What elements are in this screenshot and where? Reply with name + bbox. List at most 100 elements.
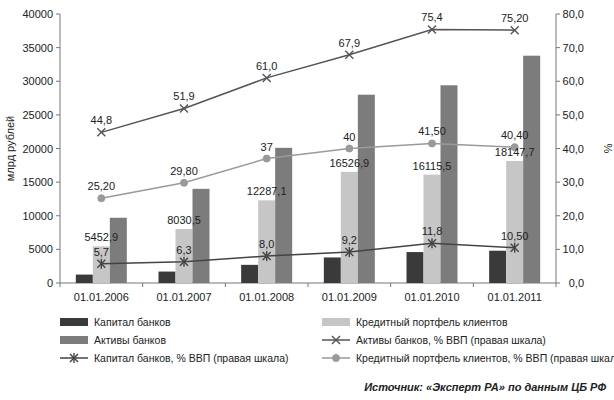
marker-shape [332, 336, 340, 344]
line [101, 243, 514, 264]
marker-shape [428, 239, 436, 247]
y-tick [56, 114, 60, 115]
marker-shape [181, 179, 188, 186]
bar [76, 275, 93, 283]
y2-tick-label: 50,0 [563, 109, 584, 121]
marker [263, 155, 270, 162]
y2-tick-label: 30,0 [563, 176, 584, 188]
y2-tick-label: 60,0 [563, 75, 584, 87]
x-tick [225, 283, 226, 287]
marker-shape [97, 128, 105, 136]
y2-tick [556, 47, 560, 48]
marker-shape [511, 26, 519, 34]
y-tick [56, 249, 60, 250]
marker-shape [263, 252, 271, 260]
y-tick-label: 15000 [22, 176, 53, 188]
x-tick [473, 283, 474, 287]
bar-label: 16115,5 [413, 160, 452, 172]
bar [523, 56, 540, 283]
marker-shape [429, 140, 436, 147]
x-tick [390, 283, 391, 287]
marker-shape [97, 260, 105, 268]
y-tick-label: 20000 [22, 143, 53, 155]
marker [428, 25, 436, 33]
y-tick [56, 215, 60, 216]
legend-label: Капитал банков, % ВВП (правая шкала) [94, 352, 289, 364]
marker-shape [263, 252, 271, 260]
marker [263, 74, 271, 82]
marker-shape [511, 244, 519, 252]
line-label: 41,50 [418, 125, 446, 137]
line-label: 75,20 [501, 12, 529, 24]
data-labels: 5452,98030,512287,116526,916115,518147,7… [85, 11, 535, 257]
x-tick [142, 283, 143, 287]
y-axis-title: млрд рублей [4, 116, 16, 181]
y-tick-label: 5000 [29, 243, 53, 255]
line-label: 25,20 [88, 180, 116, 192]
marker [345, 51, 353, 59]
line-label: 67,9 [339, 37, 360, 49]
y2-tick [556, 148, 560, 149]
marker-shape [345, 51, 353, 59]
marker-shape [180, 258, 188, 266]
bar [489, 251, 506, 283]
marker [428, 238, 436, 248]
marker [180, 257, 188, 267]
line-label: 75,4 [421, 11, 442, 23]
bar-label: 18147,7 [495, 146, 535, 158]
line-label: 61,0 [256, 60, 277, 72]
marker-shape [333, 355, 340, 362]
y2-axis-title: % [602, 144, 614, 154]
y-tick-label: 30000 [22, 75, 53, 87]
bar [324, 257, 341, 283]
marker-shape [183, 257, 184, 267]
marker [70, 353, 78, 363]
y2-tick-label: 70,0 [563, 42, 584, 54]
bar-label: 12287,1 [247, 185, 287, 197]
marker [263, 251, 271, 261]
legend: Капитал банковКредитный портфель клиенто… [60, 316, 614, 364]
marker-shape [431, 238, 432, 248]
source: Источник: «Эксперт РА» по данным ЦБ РФ [364, 381, 606, 393]
y-tick-label: 40000 [22, 8, 53, 20]
marker [98, 195, 105, 202]
marker-shape [263, 74, 271, 82]
bar [441, 85, 458, 283]
line-label: 51,9 [173, 90, 194, 102]
line-label: 10,50 [501, 230, 529, 242]
legend-swatch [322, 318, 350, 326]
y-tick [56, 283, 60, 284]
marker [97, 259, 105, 269]
marker [180, 104, 188, 112]
bar [176, 229, 193, 283]
marker-shape [180, 104, 188, 112]
marker [333, 355, 340, 362]
y2-tick-label: 20,0 [563, 210, 584, 222]
marker [511, 26, 519, 34]
marker [511, 243, 519, 253]
x-tick [308, 283, 309, 287]
line-label: 40 [343, 131, 355, 143]
marker-shape [349, 247, 350, 257]
line-label: 44,8 [91, 114, 112, 126]
y2-tick-label: 80,0 [563, 8, 584, 20]
marker-shape [263, 74, 271, 82]
bar [407, 252, 424, 283]
marker-shape [180, 258, 188, 266]
marker-shape [346, 145, 353, 152]
marker-shape [428, 239, 436, 247]
marker-shape [98, 195, 105, 202]
bar-label: 5452,9 [85, 231, 119, 243]
marker-shape [101, 259, 102, 269]
marker-shape [345, 248, 353, 256]
legend-label: Кредитный портфель клиентов [356, 316, 508, 328]
line-label: 5,7 [94, 246, 109, 258]
legend-label: Активы банков, % ВВП (правая шкала) [356, 334, 546, 346]
y-tick-label: 0 [47, 277, 53, 289]
x-tick-label: 01.01.2006 [74, 291, 129, 303]
y-tick [56, 148, 60, 149]
y-tick [56, 81, 60, 82]
bar-label: 8030,5 [167, 214, 201, 226]
marker-shape [511, 244, 519, 252]
x-tick-label: 01.01.2010 [404, 291, 459, 303]
